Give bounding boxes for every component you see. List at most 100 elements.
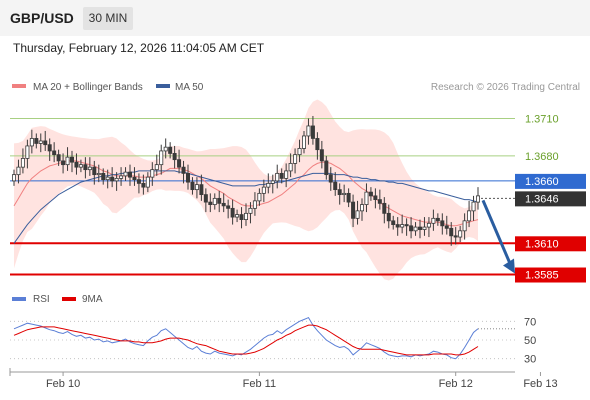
candle [346, 188, 351, 208]
candle [444, 215, 449, 235]
ma50-legend-swatch [156, 84, 170, 88]
candle [315, 132, 320, 160]
ma50-line [13, 170, 479, 244]
candle [185, 164, 190, 190]
candle [279, 168, 284, 184]
candle [65, 147, 70, 171]
candle [34, 133, 39, 149]
candle [297, 139, 302, 163]
candle [306, 118, 311, 145]
candle [328, 167, 333, 191]
candle [319, 140, 324, 169]
candle [440, 213, 445, 235]
ma20-legend-label: MA 20 + Bollinger Bands [33, 82, 143, 93]
rsi-tick-label: 70 [524, 316, 536, 328]
last-price-label: 1.3646 [525, 193, 559, 205]
candle [404, 218, 409, 236]
rsi-tick-label: 30 [524, 354, 536, 366]
candle [221, 193, 226, 213]
last-price-box [515, 191, 586, 207]
candle [181, 160, 186, 184]
chart-header: GBP/USD 30 MIN [0, 0, 590, 36]
rsi-legend-label: RSI [33, 294, 50, 305]
candle [127, 164, 132, 186]
candle [123, 167, 128, 181]
candle [105, 169, 110, 189]
candle [426, 217, 431, 238]
candle [458, 225, 463, 243]
ma20-legend-swatch [12, 84, 26, 88]
candle [194, 177, 199, 199]
rsi-ma-line [13, 324, 479, 356]
candle [11, 169, 16, 186]
candle [25, 139, 30, 169]
candle [359, 198, 364, 221]
candle [136, 173, 141, 194]
candle [52, 142, 57, 163]
candle [324, 155, 329, 180]
forecast-arrow-shaft [481, 199, 512, 265]
candle [248, 202, 253, 224]
chart-timestamp: Thursday, February 12, 2026 11:04:05 AM … [13, 41, 265, 55]
candle [310, 115, 315, 145]
candlesticks [11, 115, 480, 246]
candle [266, 173, 271, 194]
candle [413, 222, 418, 236]
x-tick-label: Feb 11 [243, 378, 276, 390]
candle [333, 172, 338, 196]
copyright-note: Research © 2026 Trading Central [431, 82, 580, 93]
candle [243, 203, 248, 226]
currency-pair-title: GBP/USD [10, 10, 74, 26]
candle [373, 188, 378, 209]
rsi-line [13, 316, 479, 360]
candle [351, 194, 356, 228]
support-label: 1.3585 [525, 270, 559, 282]
candle [422, 217, 427, 236]
candle [61, 153, 66, 174]
forecast-arrow-head [503, 258, 515, 274]
bollinger-band-fill [14, 99, 478, 281]
candle [301, 130, 306, 154]
candle [212, 193, 217, 210]
candle [110, 167, 115, 188]
candle [355, 200, 360, 225]
candle [199, 174, 204, 201]
candle [172, 145, 177, 169]
candle [270, 174, 275, 194]
rsi-ma-legend-label: 9MA [82, 294, 103, 305]
candle [92, 160, 97, 185]
candle [435, 213, 440, 226]
x-axis: Feb 10 Feb 11 Feb 12 Feb 13 [9, 368, 558, 390]
candle [78, 159, 83, 173]
candle [400, 214, 405, 234]
support-label-box [515, 267, 586, 283]
forecast-arrow [481, 199, 515, 274]
candle [83, 157, 88, 179]
candle [47, 138, 52, 161]
candle [453, 227, 458, 245]
candle [230, 199, 235, 225]
candle [145, 172, 150, 193]
candle [159, 144, 164, 175]
candle [38, 133, 43, 153]
candle [114, 172, 119, 191]
candle [217, 190, 222, 213]
timeframe-badge[interactable]: 30 MIN [83, 7, 133, 30]
candle [364, 183, 369, 213]
candle [342, 184, 347, 203]
ma50-legend-label: MA 50 [175, 82, 204, 93]
candle [467, 200, 472, 228]
candle [96, 164, 101, 183]
candle [132, 167, 137, 186]
candle [74, 153, 79, 175]
candle [391, 215, 396, 230]
candle [284, 163, 289, 188]
resistance-label: 1.3710 [525, 113, 559, 125]
candle [163, 138, 168, 159]
candle [337, 183, 342, 205]
candle [177, 149, 182, 174]
candle [417, 219, 422, 239]
bollinger-bands [14, 99, 478, 281]
candle [377, 189, 382, 210]
